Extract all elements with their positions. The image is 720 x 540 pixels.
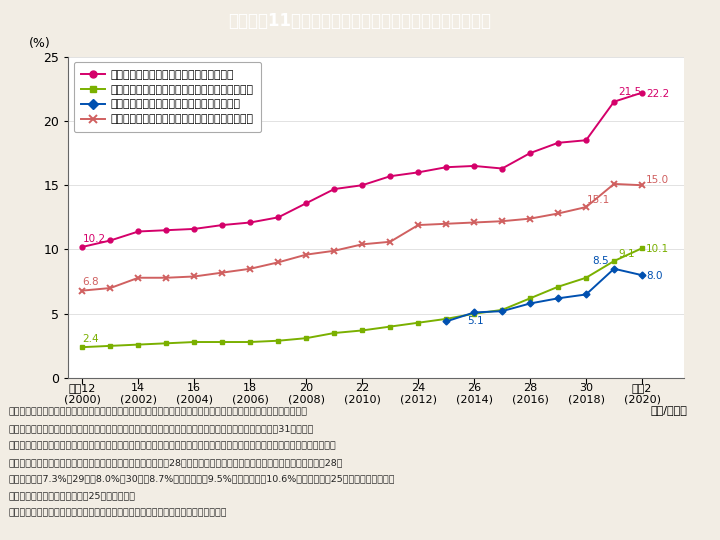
Text: ４．民間放送各社における管理職は，課長級以上の職で，現業役員を含む。: ４．民間放送各社における管理職は，課長級以上の職で，現業役員を含む。 (9, 508, 227, 517)
Text: 10.2: 10.2 (82, 234, 106, 244)
Text: （備考）１．一般社団法人日本新聞協会資料，日本放送協会資料及び一般社団法人日本民間放送連盟資料より作成。: （備考）１．一般社団法人日本新聞協会資料，日本放送協会資料及び一般社団法人日本民… (9, 408, 307, 417)
Text: (2002): (2002) (120, 395, 157, 405)
Text: (2008): (2008) (288, 395, 325, 405)
Text: (2020): (2020) (624, 395, 660, 405)
Text: ブディレクター等）。なお，日本放送協会では平成28年から関連団体等への出向者を含む数値で公表。（平成28年: ブディレクター等）。なお，日本放送協会では平成28年から関連団体等への出向者を含… (9, 458, 343, 467)
Text: (2010): (2010) (343, 395, 381, 405)
Text: 22: 22 (355, 383, 369, 394)
Text: 24: 24 (411, 383, 426, 394)
Text: (2000): (2000) (64, 395, 101, 405)
Text: (%): (%) (28, 37, 50, 50)
Text: 28: 28 (523, 383, 537, 394)
Text: 平成12: 平成12 (68, 383, 96, 394)
Text: (2012): (2012) (400, 395, 436, 405)
Legend: 新聞社・通信社の記者に占める女性の割合, 日本放送協会における管理職に占める女性の割合, 新聞社・通信社の管理職に占める女性の割合, 民間放送各社における管理職: 新聞社・通信社の記者に占める女性の割合, 日本放送協会における管理職に占める女性… (74, 62, 261, 132)
Text: 26: 26 (467, 383, 481, 394)
Text: 16: 16 (187, 383, 202, 394)
Text: 21.5: 21.5 (618, 87, 642, 97)
Text: 8.5: 8.5 (592, 256, 608, 266)
Text: 6.8: 6.8 (82, 278, 99, 287)
Text: Ｉ－１－11図　各種メディアにおける女性の割合の推移: Ｉ－１－11図 各種メディアにおける女性の割合の推移 (228, 12, 492, 30)
Text: 15.1: 15.1 (587, 194, 610, 205)
Text: 9.1: 9.1 (618, 249, 635, 259)
Text: (2016): (2016) (512, 395, 549, 405)
Text: 5.1: 5.1 (467, 316, 484, 326)
Text: 30: 30 (579, 383, 593, 394)
Text: は7.3%，29年は8.0%，30年は8.7%，令和元年は9.5%，令和２年は10.6%）また，平成25年までは専門職を含: は7.3%，29年は8.0%，30年は8.7%，令和元年は9.5%，令和２年は1… (9, 475, 395, 484)
Text: 8.0: 8.0 (647, 271, 662, 281)
Text: 2.4: 2.4 (82, 334, 99, 344)
Text: 22.2: 22.2 (647, 89, 670, 98)
Text: 18: 18 (243, 383, 257, 394)
Text: ３．日本放送協会における管理職は，組織単位の長及び必要に応じて置く職位（チーフプロデューサー，エグゼクティ: ３．日本放送協会における管理職は，組織単位の長及び必要に応じて置く職位（チーフプ… (9, 441, 336, 450)
Text: (2014): (2014) (456, 395, 492, 405)
Text: (2004): (2004) (176, 395, 213, 405)
Text: む値（専門職は平成25年で廃止）。: む値（専門職は平成25年で廃止）。 (9, 491, 135, 501)
Text: (2006): (2006) (232, 395, 269, 405)
Text: 20: 20 (300, 383, 313, 394)
Text: 10.1: 10.1 (647, 244, 670, 254)
Text: 14: 14 (131, 383, 145, 394)
Text: ２．新聞社・通信社は各年４月１日現在，日本放送協会は各年度の値，民間放送各社は各年７月31日現在。: ２．新聞社・通信社は各年４月１日現在，日本放送協会は各年度の値，民間放送各社は各… (9, 424, 314, 434)
Text: (2018): (2018) (567, 395, 605, 405)
Text: 令和2: 令和2 (632, 383, 652, 394)
Text: （年/年度）: （年/年度） (651, 405, 688, 415)
Text: 15.0: 15.0 (647, 174, 670, 185)
